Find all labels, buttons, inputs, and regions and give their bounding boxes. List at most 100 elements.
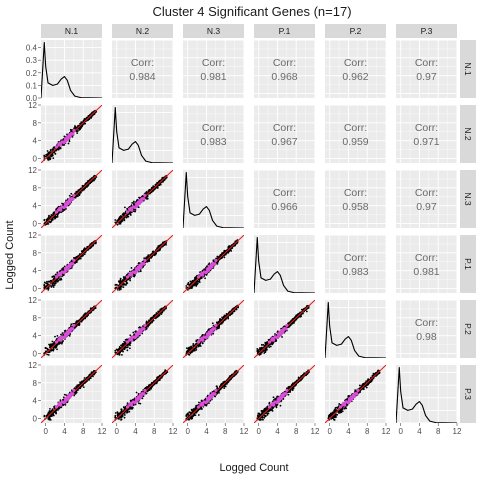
panels-layer: Corr:0.984Corr:0.981Corr:0.968Corr:0.962… [41,40,457,423]
panel-N.3-N.2 [112,170,173,228]
data-point [70,129,73,132]
data-point [56,334,59,337]
data-point [132,331,135,334]
highlight-point [143,193,147,198]
highlight-point [54,340,59,344]
panel-background [325,40,386,98]
panel-grid [112,170,173,228]
panel-P.2-N.2 [112,300,173,358]
highlight-point [214,258,218,263]
data-point [78,253,81,256]
data-point [49,148,52,151]
data-point [48,156,51,159]
corr-label: Corr: [273,122,296,134]
data-point [129,279,132,282]
data-point [195,281,198,284]
corr-label: Corr: [202,122,225,134]
data-point [49,221,52,224]
data-point [56,271,59,274]
data-point [63,209,66,211]
highlight-point [58,206,62,210]
data-point [230,244,233,247]
corr-label: Corr: [273,187,296,199]
data-point [54,335,56,338]
panel-P.1-N.1 [41,235,102,293]
panel-N.2-N.1 [41,105,102,163]
data-point [122,279,125,282]
corr-label: Corr: [344,57,367,69]
data-point [47,348,49,351]
data-point [53,284,56,286]
data-point [83,313,86,316]
corr-label: Corr: [415,252,438,264]
highlight-point [72,193,76,198]
corr-value: 0.968 [271,71,297,83]
panel-P.2-N.3 [183,300,244,358]
data-point [70,323,73,326]
highlight-point [129,206,133,210]
data-point [53,212,55,215]
data-point [132,339,135,342]
highlight-point [72,258,76,263]
data-point [115,348,118,351]
corr-label: Corr: [344,252,367,264]
panel-N.2-N.3: Corr:0.983 [183,105,244,163]
data-point [128,347,131,350]
panel-background [325,105,386,163]
data-point [125,216,128,219]
data-point [223,249,226,252]
highlight-point [196,275,201,279]
corr-value: 0.967 [271,136,297,148]
data-point [185,285,188,287]
highlight-point [139,197,144,202]
corr-value: 0.97 [416,71,437,83]
highlight-point [72,323,76,328]
highlight-point [139,327,144,332]
data-point [83,247,86,250]
data-point [91,245,94,247]
data-point [118,287,121,290]
data-point [117,352,120,355]
data-point [139,270,142,273]
data-point [122,276,125,278]
panel-background [254,105,315,163]
data-point [146,321,148,324]
data-point [84,187,87,190]
data-point [46,353,49,356]
panel-grid [396,235,457,293]
corr-label: Corr: [344,122,367,134]
panel-background [325,235,386,293]
data-point [87,114,90,117]
panel-background [112,105,173,163]
panel-background [254,235,315,293]
corr-value: 0.959 [342,136,368,148]
data-point [47,353,50,356]
data-point [60,277,62,280]
data-point [137,206,140,209]
data-point [54,273,57,276]
data-point [83,253,86,256]
panel-grid [112,105,173,163]
highlight-point [139,262,144,267]
highlight-point [143,323,147,328]
density-curve [112,106,173,163]
corr-value: 0.962 [342,71,368,83]
data-point [151,320,154,323]
data-point [204,268,207,270]
data-point [121,343,124,346]
data-point [204,277,207,280]
data-point [75,260,78,263]
data-point [125,284,127,286]
data-point [165,243,167,246]
panel-background [112,40,173,98]
panel-grid [183,105,244,163]
data-point [153,250,155,253]
data-point [67,142,70,145]
data-point [114,221,117,224]
data-point [49,151,52,154]
data-point [118,346,121,348]
data-point [53,216,56,218]
data-point [82,254,84,257]
data-point [151,316,154,319]
data-point [119,222,122,225]
